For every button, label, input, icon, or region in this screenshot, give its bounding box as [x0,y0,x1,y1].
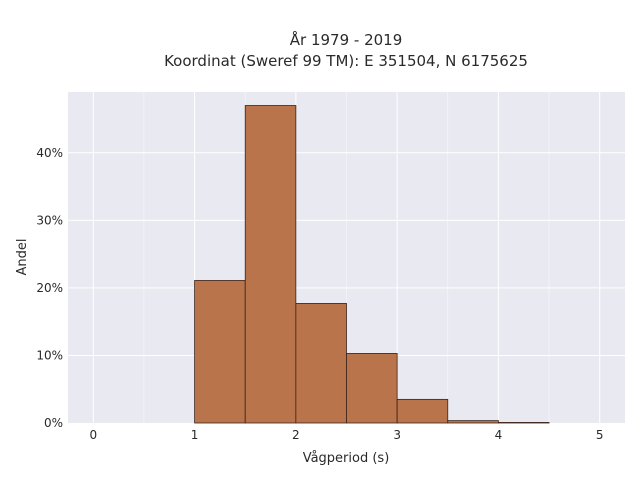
y-tick-label: 20% [36,281,63,295]
y-axis-label: Andel [15,239,30,276]
y-tick-label: 0% [44,416,63,430]
y-tick-label: 40% [36,146,63,160]
histogram-bar-6 [447,420,499,424]
chart-title-line1: År 1979 - 2019 [290,30,403,49]
x-tick-label: 1 [191,428,199,442]
chart-title-line2: Koordinat (Sweref 99 TM): E 351504, N 61… [164,52,528,70]
y-tick-label: 10% [36,348,63,362]
tick-layer: 0 1 2 3 4 5 0% 10% 20% 30% 40% [36,146,603,442]
histogram-bar-4 [346,353,398,424]
x-tick-label: 5 [596,428,604,442]
histogram-bar-2 [244,105,297,424]
x-tick-label: 0 [89,428,97,442]
x-tick-label: 3 [393,428,401,442]
y-tick-label: 30% [36,213,63,227]
bar-layer [194,105,550,424]
histogram-bar-5 [396,398,449,424]
histogram-bar-7 [498,422,550,424]
x-axis-label: Vågperiod (s) [303,451,390,466]
x-tick-label: 4 [495,428,503,442]
histogram-bar-1 [194,280,246,424]
histogram-bar-3 [295,303,347,424]
x-tick-label: 2 [292,428,300,442]
